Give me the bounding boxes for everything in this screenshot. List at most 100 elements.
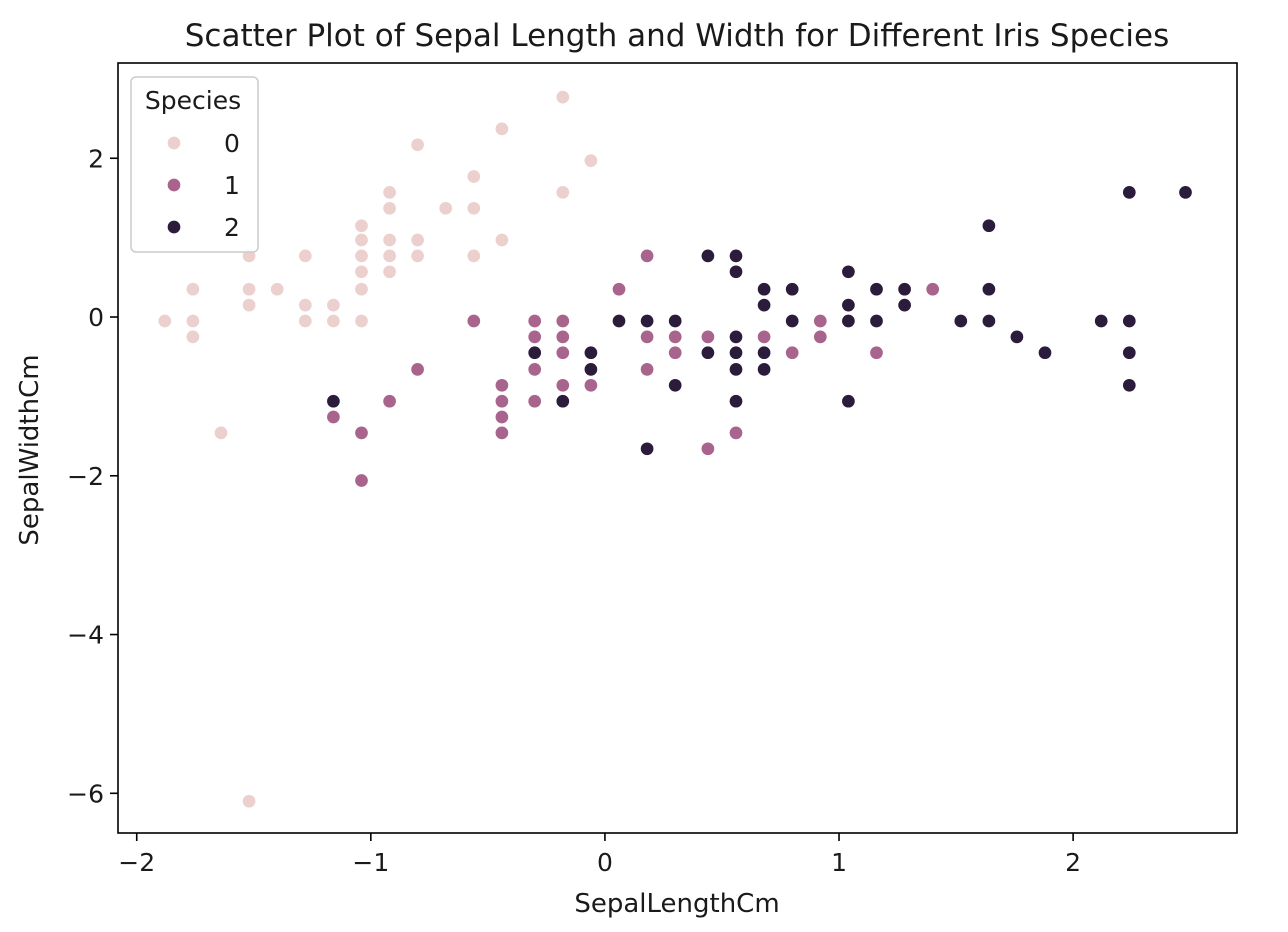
chart-title: Scatter Plot of Sepal Length and Width f…	[185, 18, 1169, 54]
point-species-1	[494, 409, 510, 425]
point-species-2	[1121, 184, 1137, 201]
point-species-2	[868, 281, 885, 297]
point-species-2	[728, 345, 744, 361]
point-species-1	[583, 377, 599, 393]
point-species-2	[840, 393, 857, 409]
point-species-2	[667, 377, 683, 393]
point-species-0	[185, 329, 201, 345]
point-species-0	[494, 232, 510, 248]
point-species-0	[466, 168, 482, 185]
point-species-0	[297, 313, 313, 329]
point-species-0	[409, 137, 426, 153]
point-species-1	[555, 329, 571, 345]
point-species-0	[269, 281, 285, 297]
point-species-1	[494, 393, 510, 409]
point-species-0	[353, 248, 370, 264]
point-species-1	[527, 329, 543, 345]
point-species-2	[896, 281, 913, 297]
point-species-2	[840, 297, 857, 313]
legend-marker-1	[166, 177, 182, 193]
point-species-0	[353, 281, 370, 297]
point-species-0	[213, 425, 229, 441]
point-species-2	[1009, 329, 1025, 345]
point-species-2	[756, 297, 772, 313]
legend-label-2: 2	[224, 213, 240, 242]
point-species-1	[555, 345, 571, 361]
point-species-2	[1121, 313, 1137, 329]
point-species-2	[728, 393, 744, 409]
point-species-1	[555, 313, 571, 329]
point-species-1	[639, 248, 655, 264]
point-species-0	[583, 152, 599, 169]
point-species-2	[728, 248, 744, 264]
legend-title: Species	[145, 86, 241, 115]
point-species-1	[728, 425, 744, 441]
point-species-1	[381, 393, 398, 409]
legend-marker-2	[166, 219, 182, 235]
legend: Species 0 1 2	[130, 76, 259, 253]
point-species-1	[353, 472, 370, 489]
point-species-0	[381, 248, 398, 264]
point-species-2	[700, 248, 716, 264]
point-species-1	[555, 377, 571, 393]
x-tick-label: −2	[118, 848, 155, 877]
point-species-1	[527, 361, 543, 378]
point-species-0	[555, 184, 571, 201]
legend-label-1: 1	[224, 171, 240, 200]
point-species-2	[756, 361, 772, 378]
point-species-2	[756, 345, 772, 361]
point-species-0	[241, 281, 257, 297]
point-species-2	[639, 441, 655, 457]
data-points-layer	[157, 89, 1194, 809]
y-tick-label: 0	[88, 303, 104, 332]
point-species-0	[409, 232, 426, 248]
point-species-1	[812, 329, 828, 345]
point-species-0	[353, 232, 370, 248]
point-species-0	[185, 313, 201, 329]
point-species-2	[953, 313, 969, 329]
y-axis-ticks: −6 −4 −2 0 2	[67, 144, 118, 808]
point-species-0	[555, 89, 571, 105]
point-species-1	[494, 425, 510, 441]
x-axis-ticks: −2 −1 0 1 2	[118, 833, 1081, 877]
point-species-1	[494, 377, 510, 393]
point-species-1	[700, 441, 716, 457]
y-axis-label: SepalWidthCm	[15, 354, 45, 545]
point-species-1	[756, 329, 772, 345]
point-species-2	[1121, 377, 1137, 393]
point-species-1	[639, 361, 655, 378]
point-species-1	[527, 393, 543, 409]
point-species-0	[241, 297, 257, 313]
point-species-2	[840, 264, 857, 280]
point-species-1	[527, 313, 543, 329]
point-species-1	[868, 345, 885, 361]
point-species-0	[494, 121, 510, 137]
y-tick-label: −6	[67, 779, 104, 808]
point-species-2	[981, 281, 997, 297]
point-species-1	[466, 313, 482, 329]
point-species-2	[981, 218, 997, 234]
point-species-2	[325, 393, 342, 409]
legend-entries: 0 1 2	[166, 129, 240, 242]
point-species-2	[555, 393, 571, 409]
point-species-0	[157, 313, 173, 329]
point-species-0	[185, 281, 201, 297]
point-species-2	[1177, 184, 1194, 201]
point-species-2	[868, 313, 885, 329]
point-species-2	[896, 297, 913, 313]
point-species-2	[611, 313, 627, 329]
point-species-1	[611, 281, 627, 297]
point-species-1	[667, 345, 683, 361]
point-species-2	[667, 313, 683, 329]
point-species-1	[353, 425, 370, 441]
point-species-0	[241, 793, 257, 809]
point-species-2	[1037, 345, 1053, 361]
point-species-0	[438, 200, 454, 216]
point-species-2	[700, 345, 716, 361]
point-species-0	[297, 248, 313, 264]
point-species-1	[639, 329, 655, 345]
y-tick-label: −2	[67, 462, 104, 491]
point-species-0	[381, 264, 398, 280]
x-tick-label: 0	[597, 848, 613, 877]
